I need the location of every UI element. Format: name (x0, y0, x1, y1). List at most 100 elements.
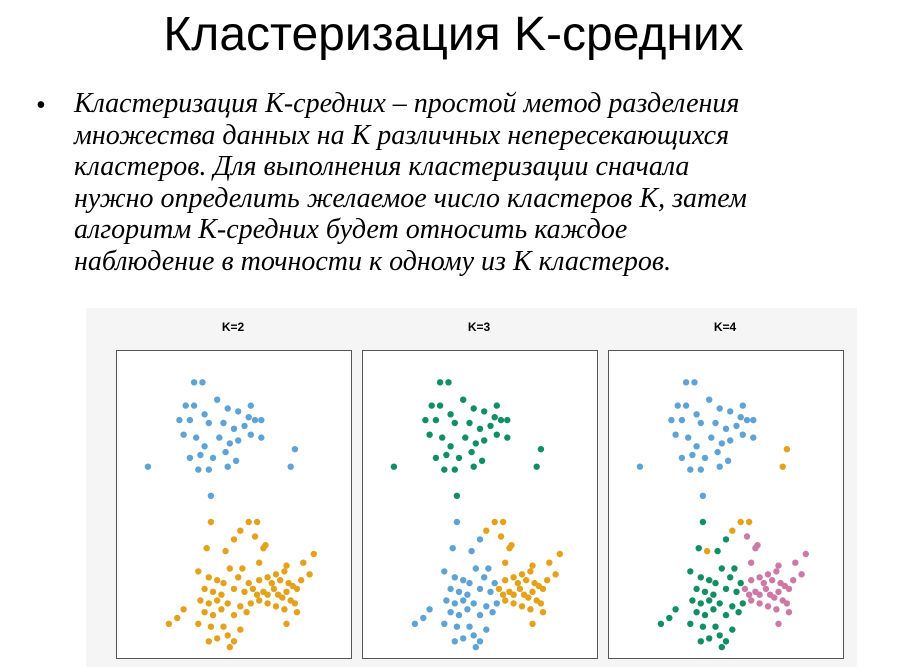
data-point-green (693, 585, 700, 593)
data-point-pink (792, 559, 799, 566)
data-point-blue (247, 431, 254, 438)
data-point-blue (287, 463, 294, 470)
data-point-green (716, 632, 723, 639)
data-point-pink (783, 600, 791, 607)
data-point-green (466, 419, 473, 427)
data-point-pink (775, 620, 782, 627)
data-point-pink (752, 545, 759, 552)
data-point-blue (197, 451, 204, 459)
data-point-blue (201, 411, 208, 418)
data-point-green (657, 620, 665, 627)
data-point-blue (489, 609, 496, 616)
data-point-orange (306, 571, 313, 578)
data-point-orange (310, 550, 317, 558)
data-point-orange (300, 559, 307, 566)
data-point-orange (241, 588, 248, 595)
data-point-orange (495, 585, 503, 593)
data-point-orange (165, 620, 173, 627)
data-point-blue (182, 402, 189, 409)
data-point-orange (283, 620, 290, 627)
data-point-blue (186, 454, 194, 462)
data-point-green (689, 597, 696, 604)
data-point-orange (552, 571, 559, 578)
data-point-green (390, 463, 398, 470)
data-point-green (712, 623, 719, 630)
data-point-green (443, 451, 450, 459)
data-point-orange (205, 600, 212, 607)
data-point-orange (523, 577, 530, 584)
data-point-green (451, 466, 458, 473)
data-point-blue (685, 434, 692, 441)
data-point-orange (527, 606, 534, 613)
data-point-green (731, 565, 738, 572)
data-point-green (432, 454, 440, 462)
data-point-orange (281, 568, 288, 575)
data-point-orange (293, 585, 301, 593)
data-point-orange (230, 638, 238, 645)
data-point-blue (737, 414, 744, 421)
data-point-blue (739, 431, 746, 438)
data-point-pink (748, 577, 755, 584)
data-point-orange (222, 547, 229, 555)
data-point-pink (798, 571, 805, 578)
data-point-green (428, 402, 435, 409)
data-point-blue (205, 419, 212, 427)
data-point-blue (697, 466, 704, 473)
data-point-blue (691, 379, 698, 386)
data-point-blue (678, 454, 686, 462)
data-point-blue (727, 408, 734, 415)
data-point-green (697, 574, 704, 581)
panel-title-k3: K=3 (467, 320, 491, 334)
bullet-line: Кластеризация K-средних – простой метод … (74, 88, 740, 119)
data-point-blue (708, 434, 715, 441)
data-point-blue (743, 416, 751, 424)
data-point-orange (510, 591, 517, 598)
data-point-green (729, 626, 736, 633)
data-point-orange (237, 626, 244, 633)
data-point-green (666, 614, 673, 622)
data-point-blue (222, 448, 229, 456)
data-point-blue (201, 443, 208, 450)
data-point-blue (190, 379, 198, 386)
data-point-orange (195, 620, 202, 627)
data-point-pink (775, 562, 782, 569)
data-point-green (695, 545, 702, 552)
data-point-orange (516, 585, 524, 593)
data-point-green (497, 416, 505, 424)
data-point-green (687, 568, 694, 575)
data-point-blue (224, 463, 231, 470)
data-point-blue (195, 466, 202, 473)
data-point-green (455, 454, 463, 462)
data-point-green (504, 416, 511, 424)
data-point-orange (729, 527, 736, 534)
data-point-blue (144, 463, 152, 470)
data-point-green (493, 431, 500, 438)
data-point-blue (426, 606, 433, 613)
data-point-orange (510, 600, 517, 607)
data-point-orange (546, 559, 553, 566)
data-point-pink (764, 603, 772, 610)
data-point-orange (226, 643, 233, 651)
data-point-green (441, 466, 448, 473)
data-point-pink (775, 588, 782, 595)
data-point-orange (293, 609, 301, 616)
data-point-blue (247, 402, 254, 409)
data-point-green (693, 609, 700, 616)
data-point-blue (207, 492, 215, 499)
data-point-orange (230, 585, 238, 593)
data-point-green (453, 492, 461, 499)
data-point-blue (199, 379, 206, 386)
data-point-blue (220, 419, 227, 427)
data-point-orange (499, 518, 507, 526)
data-point-orange (277, 577, 284, 584)
data-point-orange (537, 600, 545, 607)
data-point-blue (447, 609, 454, 616)
data-point-blue (699, 492, 707, 499)
data-point-blue (443, 597, 450, 604)
panel-title-k2: K=2 (221, 320, 245, 334)
data-point-blue (455, 588, 463, 595)
data-point-green (733, 588, 740, 595)
data-point-orange (203, 545, 210, 552)
data-point-pink (769, 577, 776, 584)
data-point-orange (218, 591, 225, 598)
